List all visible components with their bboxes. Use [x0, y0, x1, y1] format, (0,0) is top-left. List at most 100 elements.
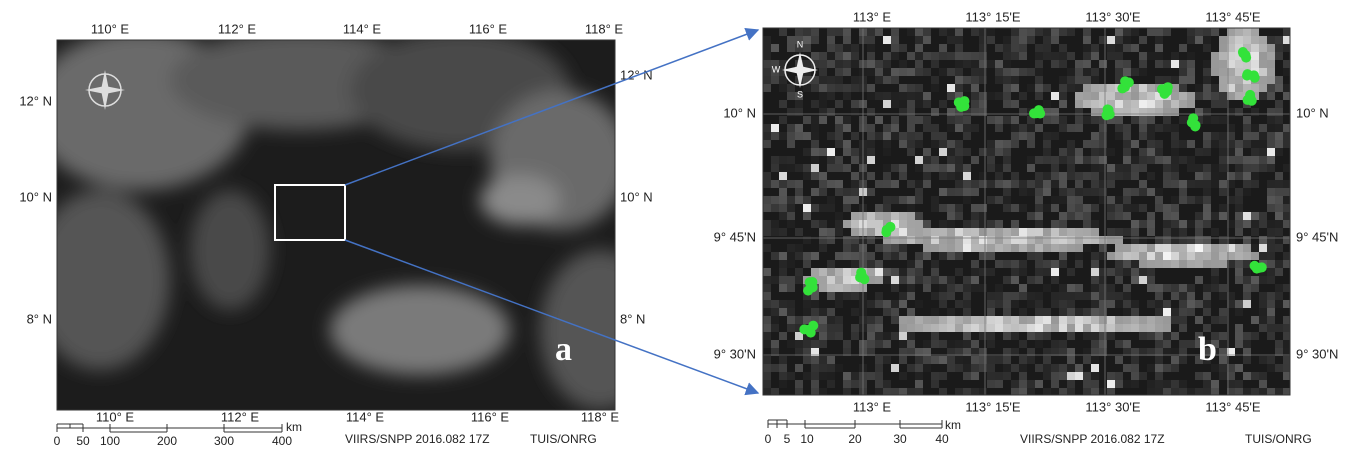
- image-pixel: [811, 124, 819, 132]
- image-pixel: [1227, 372, 1235, 380]
- image-pixel: [1131, 252, 1139, 260]
- image-pixel: [875, 332, 883, 340]
- image-pixel: [1019, 108, 1027, 116]
- image-pixel: [1155, 364, 1163, 372]
- image-pixel: [891, 44, 899, 52]
- image-pixel: [995, 284, 1003, 292]
- image-pixel: [979, 36, 987, 44]
- image-pixel: [1219, 252, 1227, 260]
- image-pixel: [1211, 28, 1219, 36]
- image-pixel: [1259, 148, 1267, 156]
- image-pixel: [883, 268, 891, 276]
- bottom-label: 110° E: [96, 409, 135, 424]
- image-pixel: [995, 380, 1003, 388]
- image-pixel: [947, 212, 955, 220]
- image-pixel: [899, 236, 907, 244]
- image-pixel: [1107, 196, 1115, 204]
- image-pixel: [787, 108, 795, 116]
- detection: [856, 267, 867, 278]
- detection: [1246, 95, 1257, 106]
- image-pixel: [1227, 60, 1235, 68]
- image-pixel: [1147, 244, 1155, 252]
- image-pixel: [955, 92, 963, 100]
- image-pixel: [971, 76, 979, 84]
- image-pixel: [1219, 68, 1227, 76]
- image-pixel: [1107, 84, 1115, 92]
- image-pixel: [1203, 164, 1211, 172]
- image-pixel: [763, 68, 771, 76]
- image-pixel: [1171, 156, 1179, 164]
- image-pixel: [995, 228, 1003, 236]
- image-pixel: [843, 188, 851, 196]
- image-pixel: [1147, 284, 1155, 292]
- image-pixel: [835, 228, 843, 236]
- image-pixel: [875, 92, 883, 100]
- image-pixel: [1179, 188, 1187, 196]
- bottom-label: 113° 30'E: [1085, 399, 1140, 414]
- image-pixel: [1091, 308, 1099, 316]
- image-pixel: [1043, 332, 1051, 340]
- image-pixel: [971, 364, 979, 372]
- image-pixel: [1059, 28, 1067, 36]
- image-pixel: [835, 332, 843, 340]
- detection: [1256, 262, 1267, 273]
- image-pixel: [907, 332, 915, 340]
- image-pixel: [779, 68, 787, 76]
- image-pixel: [931, 124, 939, 132]
- image-pixel: [1035, 52, 1043, 60]
- image-pixel: [955, 356, 963, 364]
- image-pixel: [931, 76, 939, 84]
- image-pixel: [1219, 44, 1227, 52]
- image-pixel: [1043, 116, 1051, 124]
- image-pixel: [1051, 348, 1059, 356]
- image-pixel: [1227, 124, 1235, 132]
- image-pixel: [883, 164, 891, 172]
- image-pixel: [763, 76, 771, 84]
- image-pixel: [875, 68, 883, 76]
- image-pixel: [1067, 204, 1075, 212]
- image-pixel: [1267, 236, 1275, 244]
- image-pixel: [1051, 300, 1059, 308]
- image-pixel: [843, 68, 851, 76]
- image-pixel: [915, 180, 923, 188]
- image-pixel: [795, 100, 803, 108]
- image-pixel: [1115, 60, 1123, 68]
- image-pixel: [1051, 132, 1059, 140]
- image-pixel: [955, 28, 963, 36]
- image-pixel: [1131, 348, 1139, 356]
- image-pixel: [1235, 332, 1243, 340]
- image-pixel: [899, 388, 907, 395]
- image-pixel: [1067, 76, 1075, 84]
- image-pixel: [1171, 52, 1179, 60]
- image-pixel: [1059, 212, 1067, 220]
- image-pixel: [779, 204, 787, 212]
- image-pixel: [883, 332, 891, 340]
- image-pixel: [851, 188, 859, 196]
- image-pixel: [835, 316, 843, 324]
- image-pixel: [1243, 268, 1251, 276]
- image-pixel: [963, 148, 971, 156]
- image-pixel: [1227, 196, 1235, 204]
- image-pixel: [931, 132, 939, 140]
- image-pixel: [1043, 356, 1051, 364]
- image-pixel: [1243, 172, 1251, 180]
- image-pixel: [851, 244, 859, 252]
- image-pixel: [971, 68, 979, 76]
- image-pixel: [995, 236, 1003, 244]
- image-pixel: [1219, 36, 1227, 44]
- image-pixel: [1019, 316, 1027, 324]
- image-pixel: [899, 132, 907, 140]
- image-pixel: [1147, 124, 1155, 132]
- image-pixel: [1251, 180, 1259, 188]
- image-pixel: [1091, 68, 1099, 76]
- image-pixel: [803, 252, 811, 260]
- bottom-label: 112° E: [221, 409, 260, 424]
- image-pixel: [963, 84, 971, 92]
- image-pixel: [1083, 52, 1091, 60]
- image-pixel: [971, 108, 979, 116]
- image-pixel: [1195, 252, 1203, 260]
- image-pixel: [1195, 196, 1203, 204]
- panel-letter: b: [1198, 331, 1217, 368]
- image-pixel: [1187, 52, 1195, 60]
- image-pixel: [971, 60, 979, 68]
